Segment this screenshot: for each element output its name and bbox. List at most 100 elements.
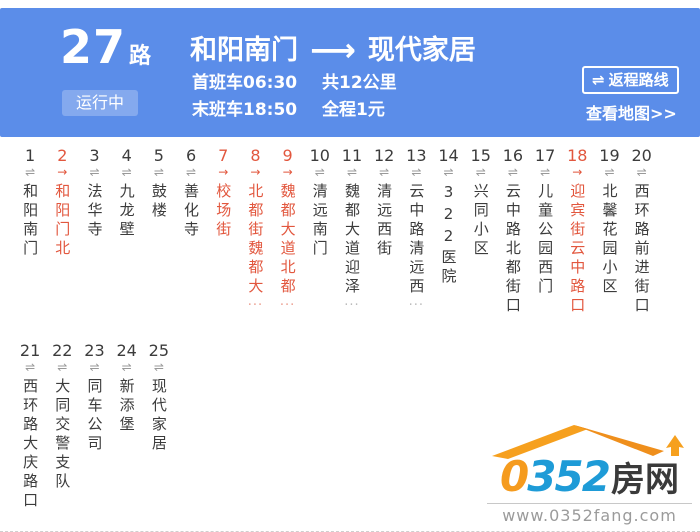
stop-name: 和阳门北 [53,183,72,259]
transfer-icon: ⇌ [89,165,100,179]
stop-item[interactable]: 13 ⇌ 云中路清远西... [400,146,432,316]
stop-item[interactable]: 23 ⇌ 同车公司 [78,341,110,511]
stop-item[interactable]: 1 ⇌ 和阳南门 [14,146,46,316]
roof-logo-icon [491,425,684,459]
stop-item[interactable]: 17 ⇌ 儿童公园西门 [529,146,561,316]
stop-number: 21 [19,341,41,360]
stop-item[interactable]: 10 ⇌ 清远南门 [304,146,336,316]
stop-item[interactable]: 22 ⇌ 大同交警支队 [46,341,78,511]
stop-item[interactable]: 7 → 校场街 [207,146,239,316]
stop-item[interactable]: 18 → 迎宾街云中路口 [561,146,593,316]
last-bus-time: 末班车18:50 [192,100,298,120]
stop-number: 8 [250,146,261,165]
stop-name: 和阳南门 [21,183,40,259]
stop-name: 校场街 [214,183,233,240]
stop-item[interactable]: 16 ⇌ 云中路北都街口 [497,146,529,316]
stop-number: 10 [309,146,330,165]
return-route-button[interactable]: ⇌ 返程路线 [582,66,679,94]
transfer-icon: ⇌ [57,360,68,374]
stop-name: 现代家居 [149,378,168,454]
stop-number: 24 [116,341,137,360]
stop-item[interactable]: 19 ⇌ 北馨花园小区 [593,146,625,316]
stop-number: 16 [502,146,524,165]
stop-name: 同车公司 [85,378,104,454]
stop-number: 14 [438,146,459,165]
transfer-icon: ⇌ [121,360,132,374]
stop-name: 322医院 [439,183,458,287]
stop-number: 7 [218,146,229,165]
stop-name: 鼓楼 [149,183,168,221]
route-number-value: 27 [60,20,127,74]
stop-name: 九龙壁 [117,183,136,240]
stop-item[interactable]: 25 ⇌ 现代家居 [143,341,175,511]
stop-number: 22 [52,341,73,360]
stop-name: 新添堡 [117,378,136,435]
stop-number: 6 [185,146,197,165]
transfer-icon: ⇌ [25,165,36,179]
stop-item[interactable]: 2 → 和阳门北 [46,146,78,316]
stops-row-1: 1 ⇌ 和阳南门 2 → 和阳门北 3 ⇌ 法华寺 4 ⇌ 九龙壁 5 ⇌ 鼓楼 6 ⇌ 善化寺 7 → 校场街 8 → 北都… [14,146,658,316]
stop-name: 清远南门 [310,183,329,259]
view-map-link[interactable]: 查看地图>> [586,104,677,123]
transfer-icon: ⇌ [153,165,164,179]
stop-number: 4 [121,146,132,165]
transfer-icon: ⇌ [604,165,615,179]
logo-text: 0352 房网 [487,452,692,501]
stop-name: 清远西街 [375,183,394,259]
stop-item[interactable]: 11 ⇌ 魏都大道迎泽... [336,146,368,316]
logo-number: 0352 [500,452,611,501]
oneway-arrow-icon: → [250,165,261,179]
stop-number: 1 [25,146,36,165]
stop-name: 北馨花园小区 [600,183,619,297]
stops-row-2: 21 ⇌ 西环路大庆路口 22 ⇌ 大同交警支队 23 ⇌ 同车公司 24 ⇌ 新添堡 25 ⇌ 现代家居 [14,341,175,511]
stop-name: 大同交警支队 [53,378,72,492]
stop-item[interactable]: 4 ⇌ 九龙壁 [111,146,143,316]
stop-item[interactable]: 20 ⇌ 西环路前进街口 [626,146,658,316]
stop-item[interactable]: 21 ⇌ 西环路大庆路口 [14,341,46,511]
return-route-label: 返程路线 [608,71,669,89]
stop-number: 18 [567,146,588,165]
transfer-icon: ⇌ [507,165,518,179]
stop-number: 20 [631,146,652,165]
stop-number: 19 [599,146,620,165]
stop-name: 法华寺 [85,183,104,240]
first-bus-time: 首班车06:30 [192,73,298,93]
route-number: 27 路 [60,20,151,74]
stop-name: 西环路大庆路口 [21,378,40,511]
transfer-icon: ⇌ [89,360,100,374]
stop-item[interactable]: 6 ⇌ 善化寺 [175,146,207,316]
stop-item[interactable]: 9 → 魏都大道北都... [272,146,304,316]
transfer-icon: ⇌ [592,71,605,89]
stop-item[interactable]: 24 ⇌ 新添堡 [111,341,143,511]
status-badge: 运行中 [62,90,138,116]
stop-number: 17 [534,146,556,165]
transfer-icon: ⇌ [153,360,164,374]
stop-item[interactable]: 15 ⇌ 兴同小区 [465,146,497,316]
stop-number: 2 [57,146,68,165]
stop-item[interactable]: 5 ⇌ 鼓楼 [143,146,175,316]
transfer-icon: ⇌ [314,165,325,179]
stop-item[interactable]: 14 ⇌ 322医院 [432,146,464,316]
stop-number: 9 [282,146,293,165]
transfer-icon: ⇌ [540,165,551,179]
stop-number: 3 [89,146,100,165]
transfer-icon: ⇌ [186,165,197,179]
transfer-icon: ⇌ [443,165,454,179]
stop-name: 云中路北都街口 [503,183,522,316]
stop-item[interactable]: 8 → 北都街魏都大... [239,146,271,316]
oneway-arrow-icon: → [57,165,68,179]
route-distance: 共12公里 [322,73,397,93]
stop-number: 11 [341,146,363,165]
stop-number: 5 [153,146,164,165]
site-logo: 0352 房网 www.0352fang.com [487,420,692,525]
stop-item[interactable]: 3 ⇌ 法华寺 [78,146,110,316]
transfer-icon: ⇌ [475,165,486,179]
stop-number: 25 [148,341,170,360]
transfer-icon: ⇌ [411,165,422,179]
stop-name: 魏都大道迎泽 [342,183,361,297]
ellipsis: ... [344,294,360,309]
transfer-icon: ⇌ [346,165,357,179]
logo-suffix: 房网 [610,460,679,500]
stop-item[interactable]: 12 ⇌ 清远西街 [368,146,400,316]
